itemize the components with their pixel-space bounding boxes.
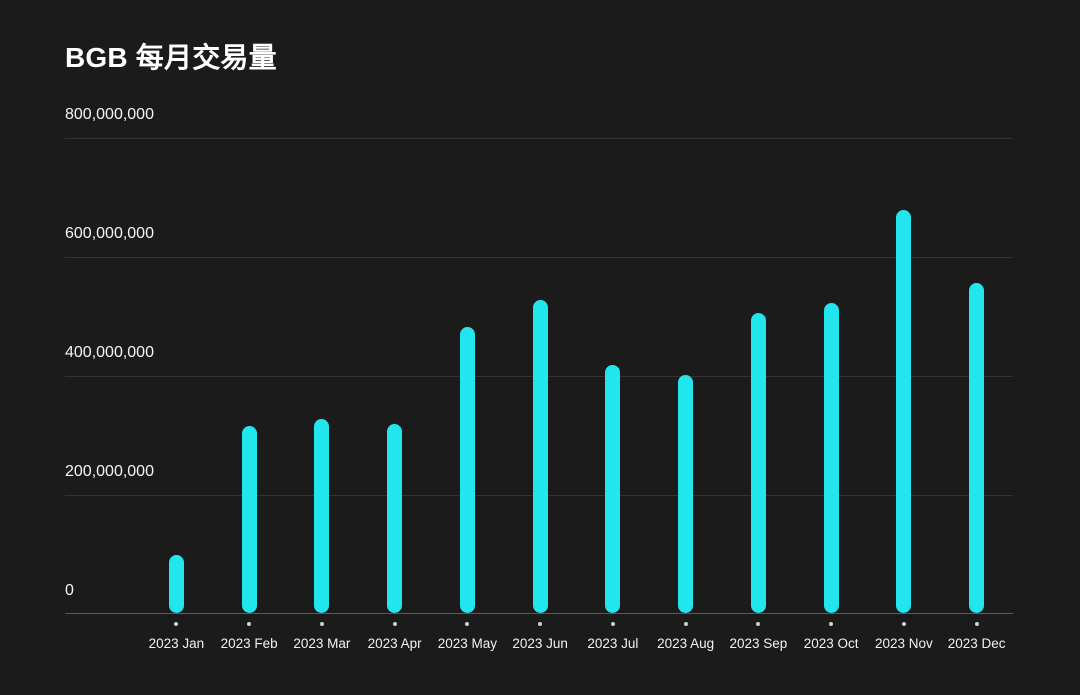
x-axis-line xyxy=(65,613,1013,614)
x-tick-dot xyxy=(247,622,252,626)
x-tick-dot xyxy=(538,622,543,626)
x-tick-label: 2023 Feb xyxy=(220,636,278,651)
x-tick-dot xyxy=(174,622,179,626)
bar-2023-nov xyxy=(896,209,912,613)
x-tick-label: 2023 Jul xyxy=(587,636,639,651)
bar-2023-may xyxy=(459,326,475,613)
bar-2023-feb xyxy=(241,425,257,613)
x-tick-dot xyxy=(901,622,906,626)
y-tick-label: 0 xyxy=(65,582,74,599)
x-tick-label: 2023 Jan xyxy=(148,636,205,651)
gridline xyxy=(65,137,1013,139)
x-tick-dot xyxy=(319,622,324,626)
bar-2023-jan xyxy=(168,555,184,613)
bar-2023-oct xyxy=(823,303,839,613)
bar-2023-sep xyxy=(750,313,766,613)
x-tick-label: 2023 Dec xyxy=(947,636,1006,651)
x-tick-label: 2023 Oct xyxy=(803,636,859,651)
x-tick-label: 2023 Aug xyxy=(657,636,715,651)
bar-2023-apr xyxy=(387,423,403,613)
y-tick-label: 600,000,000 xyxy=(65,225,154,242)
bar-2023-mar xyxy=(314,419,330,613)
gridline xyxy=(65,256,1013,258)
x-tick-label: 2023 Mar xyxy=(293,636,351,651)
x-tick-dot xyxy=(756,622,761,626)
bar-2023-jul xyxy=(605,364,621,613)
x-tick-label: 2023 Nov xyxy=(874,636,933,651)
y-tick-label: 400,000,000 xyxy=(65,344,154,361)
x-tick-dot xyxy=(392,622,397,626)
bar-2023-aug xyxy=(678,375,694,613)
x-tick-label: 2023 Sep xyxy=(729,636,788,651)
bar-2023-jun xyxy=(532,300,548,613)
x-tick-dot xyxy=(610,622,615,626)
bar-2023-dec xyxy=(969,282,985,613)
chart-title: BGB 每月交易量 xyxy=(65,42,277,73)
y-tick-label: 800,000,000 xyxy=(65,106,154,123)
x-tick-label: 2023 May xyxy=(437,636,498,651)
x-tick-dot xyxy=(829,622,834,626)
y-tick-label: 200,000,000 xyxy=(65,463,154,480)
x-tick-dot xyxy=(683,622,688,626)
x-tick-dot xyxy=(974,622,979,626)
x-tick-dot xyxy=(465,622,470,626)
x-tick-label: 2023 Jun xyxy=(512,636,568,651)
x-tick-label: 2023 Apr xyxy=(367,636,422,651)
